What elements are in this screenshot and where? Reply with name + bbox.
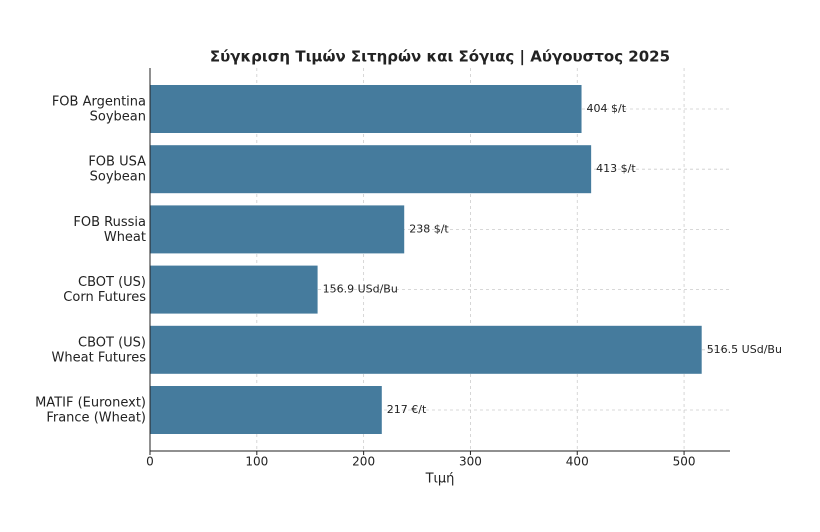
y-tick-label: CBOT (US) Wheat Futures — [52, 335, 147, 365]
y-tick-label-line: FOB USA — [88, 154, 146, 169]
chart-title: Σύγκριση Τιμών Σιτηρών και Σόγιας | Αύγο… — [210, 48, 670, 67]
x-axis-label: Τιμή — [425, 472, 455, 487]
y-tick-label-line: FOB Argentina — [52, 94, 146, 109]
bar — [150, 85, 582, 133]
x-tick-label: 100 — [245, 455, 268, 469]
x-tick-label: 200 — [352, 455, 375, 469]
y-tick-label: FOB Russia Wheat — [73, 214, 146, 244]
y-tick-label-line: Soybean — [90, 169, 146, 184]
y-tick-label-line: France (Wheat) — [46, 410, 146, 425]
value-label: 156.9 USd/Bu — [323, 283, 398, 296]
value-label: 404 $/t — [587, 102, 627, 115]
value-label: 217 €/t — [387, 403, 427, 416]
value-label: 516.5 USd/Bu — [707, 343, 782, 356]
y-tick-label-line: Wheat Futures — [52, 350, 147, 365]
y-tick-label-line: Soybean — [90, 109, 146, 124]
y-tick-label-line: CBOT (US) — [78, 275, 146, 290]
y-tick-label: FOB Argentina Soybean — [52, 94, 146, 124]
bar — [150, 145, 592, 194]
x-tick-label: 300 — [459, 455, 482, 469]
y-tick-label-line: CBOT (US) — [78, 335, 146, 350]
y-tick-label-line: Wheat — [104, 229, 146, 244]
value-label: 413 $/t — [596, 162, 636, 175]
y-tick-label-line: MATIF (Euronext) — [35, 395, 146, 410]
x-tick-label: 0 — [146, 455, 154, 469]
y-tick-label: MATIF (Euronext) France (Wheat) — [35, 395, 146, 425]
y-tick-label: FOB USA Soybean — [88, 154, 146, 184]
y-tick-label-line: FOB Russia — [73, 214, 146, 229]
x-tick-label: 500 — [673, 455, 696, 469]
bar — [150, 325, 702, 374]
y-tick-label: CBOT (US) Corn Futures — [63, 275, 146, 305]
value-label: 238 $/t — [409, 222, 449, 235]
bar — [150, 265, 318, 314]
x-tick-label: 400 — [566, 455, 589, 469]
bar — [150, 205, 405, 254]
bar — [150, 386, 382, 434]
y-tick-label-line: Corn Futures — [63, 290, 146, 305]
